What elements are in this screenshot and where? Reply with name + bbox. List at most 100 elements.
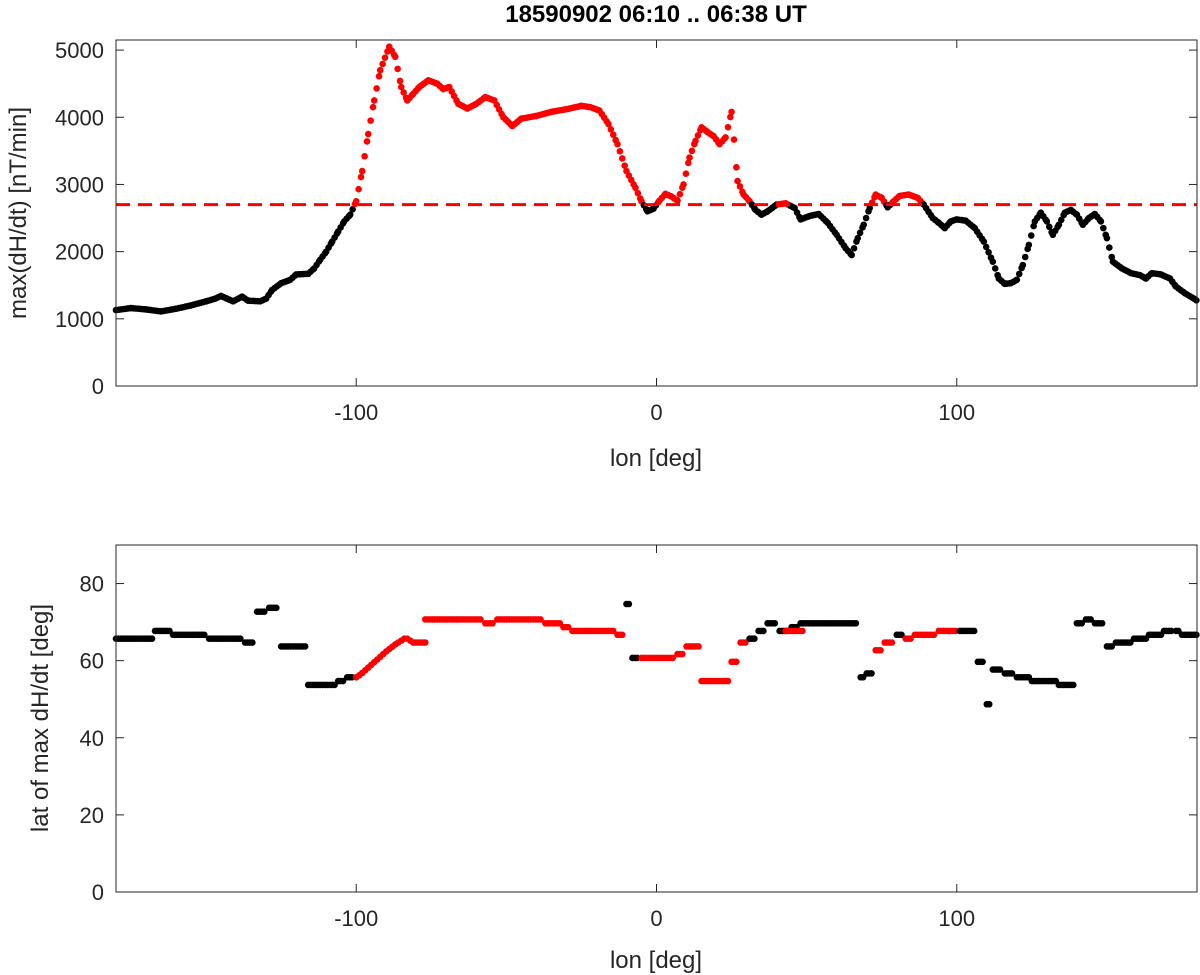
top-data-point — [727, 113, 734, 121]
top-data-point — [682, 170, 690, 177]
top-data-point — [980, 238, 988, 245]
top-data-point — [862, 214, 870, 222]
top-data-point — [391, 53, 399, 61]
top-data-point — [363, 138, 371, 145]
top-data-point — [355, 185, 362, 193]
top-data-point — [1045, 223, 1053, 231]
top-panel: 0 1000 2000 3000 4000 5000 -100 0 100 lon [deg]… — [5, 38, 1200, 472]
top-data-point — [854, 234, 861, 242]
top-data-point — [692, 137, 699, 145]
top-data-point — [349, 206, 356, 213]
top-data-point — [730, 136, 738, 143]
chart-title: 18590902 06:10 .. 06:38 UT — [505, 1, 807, 28]
top-x-tick-label: 0 — [650, 400, 662, 425]
top-y-axis-label: max(dH/dt) [nT/min] — [5, 107, 32, 319]
top-data-point — [621, 162, 628, 169]
bottom-data-point — [930, 631, 938, 639]
bottom-x-tick-label: 100 — [938, 906, 975, 931]
top-data-point — [609, 131, 617, 139]
bottom-data-point — [996, 666, 1004, 673]
bottom-data-point — [733, 658, 740, 666]
top-data-point — [1193, 296, 1200, 304]
top-data-point — [1106, 244, 1113, 251]
bottom-data-point — [200, 631, 208, 639]
bottom-panel: 0 20 40 60 80 -100 0 100 lon [deg] lat of max … — [27, 544, 1200, 974]
top-data-point — [734, 177, 741, 185]
top-data-point — [1103, 234, 1111, 242]
bottom-data-point — [625, 600, 633, 608]
top-data-point — [369, 103, 377, 111]
top-data-point — [985, 249, 992, 256]
bottom-y-tick-label: 60 — [80, 649, 104, 674]
bottom-x-tick-label: 0 — [650, 906, 662, 931]
bottom-data-point — [421, 639, 429, 646]
bottom-y-axis: 0 20 40 60 80 — [80, 572, 1197, 905]
top-y-axis: 0 1000 2000 3000 4000 5000 — [55, 38, 1197, 399]
bottom-data-point — [1098, 619, 1106, 627]
bottom-y-tick-label: 40 — [80, 726, 104, 751]
top-data-point — [358, 167, 366, 175]
top-data-point — [848, 251, 855, 259]
bottom-data-point — [679, 650, 686, 658]
top-data-point — [989, 258, 997, 266]
top-x-tick-label: 100 — [938, 400, 975, 425]
bottom-data-point — [1108, 643, 1116, 650]
bottom-data-point — [273, 604, 280, 612]
top-y-tick-label: 0 — [92, 374, 104, 399]
top-data-point — [373, 85, 380, 92]
bottom-data-point — [237, 635, 244, 642]
top-data-point — [400, 89, 407, 96]
bottom-data-point — [888, 639, 896, 646]
top-data-point — [1100, 224, 1107, 232]
bottom-data-point — [985, 700, 993, 708]
bottom-data-point — [1008, 670, 1016, 677]
bottom-data-point — [852, 619, 860, 627]
top-data-point — [379, 60, 386, 68]
top-data-point — [375, 72, 383, 80]
bottom-data-point — [261, 608, 268, 616]
top-data-point — [396, 77, 404, 85]
bottom-data-point — [877, 646, 884, 654]
top-data-point — [346, 211, 354, 218]
bottom-data-point — [907, 635, 914, 642]
top-data-point — [1027, 232, 1035, 239]
top-data-point — [397, 83, 405, 91]
top-x-axis: -100 0 100 — [334, 40, 975, 425]
bottom-plot-frame — [115, 544, 1198, 893]
top-data-point — [607, 126, 615, 133]
top-y-tick-label: 3000 — [55, 172, 104, 197]
bottom-data-point — [609, 627, 617, 635]
bottom-data-point — [406, 637, 414, 644]
top-data-point — [605, 120, 612, 128]
bottom-data-point — [249, 639, 256, 646]
top-data-point — [367, 117, 374, 124]
top-data-point — [850, 244, 858, 252]
top-data-point — [634, 189, 642, 197]
top-data-point — [1025, 241, 1033, 249]
bottom-data-point — [799, 627, 806, 635]
top-data-point — [676, 190, 684, 198]
top-data-point — [856, 229, 864, 237]
bottom-data-point — [979, 658, 986, 666]
top-plot-frame — [115, 39, 1198, 387]
top-data-point — [1097, 218, 1105, 225]
top-data-point — [688, 147, 696, 155]
bottom-data-point — [1078, 619, 1085, 627]
bottom-y-tick-label: 80 — [80, 572, 104, 597]
top-x-tick-label: -100 — [334, 400, 378, 425]
bottom-data-point — [301, 643, 309, 650]
top-data-point — [733, 163, 740, 171]
top-data-point — [381, 54, 389, 61]
top-x-axis-label: lon [deg] — [610, 445, 702, 472]
bottom-data-point — [477, 616, 484, 623]
top-y-tick-label: 1000 — [55, 307, 104, 332]
top-data-point — [724, 123, 732, 131]
bottom-data-point — [618, 631, 626, 639]
top-data-point — [866, 204, 873, 212]
bottom-data-point — [868, 670, 875, 677]
bottom-data-point — [489, 619, 496, 627]
top-data-point — [1021, 253, 1029, 261]
bottom-x-axis-label: lon [deg] — [610, 947, 702, 974]
top-data-point — [728, 108, 735, 116]
top-data-point — [722, 134, 729, 141]
